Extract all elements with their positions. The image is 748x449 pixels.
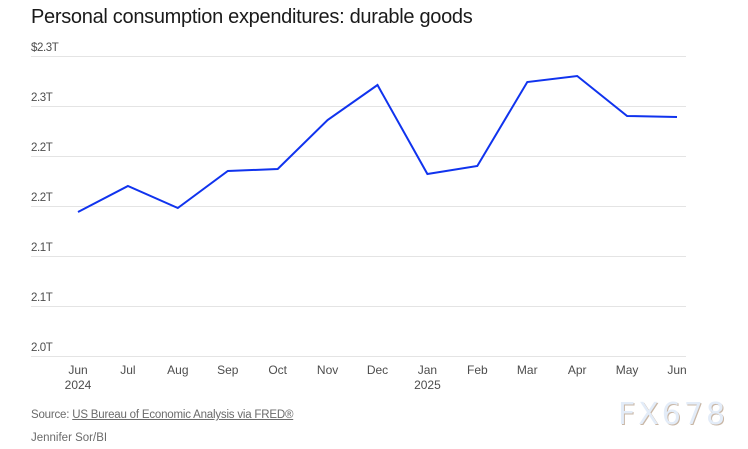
x-tick-label: Sep (217, 363, 239, 377)
x-tick-label: Jun (667, 363, 686, 377)
x-tick-year-label: 2024 (65, 378, 92, 392)
y-tick-label: 2.3T (31, 92, 53, 104)
series-group (77, 74, 678, 213)
x-tick-label: Jul (120, 363, 135, 377)
x-tick-year-label: 2025 (414, 378, 441, 392)
credit: Jennifer Sor/BI (31, 432, 108, 444)
y-axis-ticks: $2.3T 2.3T 2.2T 2.2T 2.1T 2.1T 2.0T (31, 42, 59, 354)
x-tick-label: Aug (167, 363, 188, 377)
chart-title: Personal consumption expenditures: durab… (31, 6, 473, 28)
x-tick-label: Dec (367, 363, 388, 377)
y-tick-label: $2.3T (31, 42, 59, 54)
source-link[interactable]: US Bureau of Economic Analysis via FRED® (72, 409, 294, 421)
x-tick-label: May (616, 363, 639, 377)
x-tick-label: Jan (418, 363, 437, 377)
x-tick-label: Jun (68, 363, 87, 377)
x-tick-label: Mar (517, 363, 538, 377)
y-tick-label: 2.2T (31, 192, 53, 204)
x-tick-label: Nov (317, 363, 338, 377)
x-tick-label: Apr (568, 363, 587, 377)
source-prefix: Source: (31, 409, 73, 421)
y-tick-label: 2.0T (31, 342, 53, 354)
y-tick-label: 2.2T (31, 142, 53, 154)
x-tick-label: Feb (467, 363, 488, 377)
x-tick-label: Oct (268, 363, 287, 377)
y-tick-label: 2.1T (31, 292, 53, 304)
gridlines (31, 56, 686, 357)
source-note: Source: US Bureau of Economic Analysis v… (31, 409, 293, 421)
series-line (77, 74, 678, 213)
watermark-logo: FX678 (618, 397, 729, 432)
y-tick-label: 2.1T (31, 242, 53, 254)
